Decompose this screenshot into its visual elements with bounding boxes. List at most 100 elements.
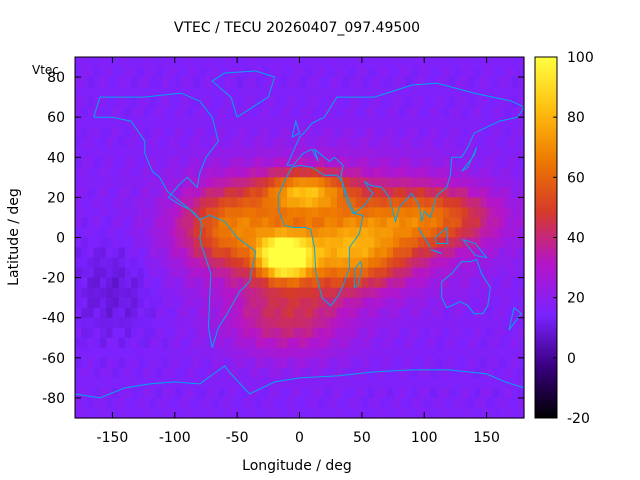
heat-cell bbox=[449, 147, 457, 158]
heat-cell bbox=[243, 307, 251, 319]
heat-cell bbox=[336, 57, 344, 68]
heat-cell bbox=[324, 357, 332, 369]
heat-cell bbox=[399, 127, 407, 138]
heat-cell bbox=[224, 347, 232, 359]
heat-cell bbox=[106, 267, 114, 279]
heat-cell bbox=[193, 387, 201, 399]
heat-cell bbox=[268, 187, 276, 198]
heat-cell bbox=[218, 377, 226, 389]
heat-cell bbox=[430, 327, 438, 339]
heat-cell bbox=[168, 207, 176, 219]
heat-cell bbox=[75, 117, 82, 128]
heat-cell bbox=[380, 137, 388, 148]
heat-cell bbox=[486, 367, 494, 379]
heat-cell bbox=[131, 107, 138, 118]
heat-cell bbox=[386, 237, 394, 249]
heat-cell bbox=[517, 87, 525, 98]
heat-cell bbox=[274, 267, 282, 279]
heat-cell bbox=[199, 187, 207, 198]
heat-cell bbox=[243, 97, 251, 108]
heat-cell bbox=[237, 257, 244, 269]
heat-cell bbox=[486, 217, 494, 229]
heat-cell bbox=[87, 287, 95, 299]
heat-cell bbox=[118, 257, 126, 269]
heat-cell bbox=[349, 97, 357, 108]
heat-cell bbox=[430, 387, 438, 399]
heat-cell bbox=[386, 97, 394, 108]
heat-cell bbox=[124, 377, 132, 389]
heat-cell bbox=[399, 217, 407, 229]
heat-cell bbox=[255, 267, 263, 279]
heat-cell bbox=[93, 217, 101, 229]
heat-cell bbox=[492, 357, 500, 369]
heat-cell bbox=[274, 327, 282, 339]
heat-cell bbox=[143, 317, 151, 329]
heat-cell bbox=[255, 227, 263, 239]
heat-cell bbox=[131, 277, 138, 289]
heat-cell bbox=[330, 287, 338, 299]
heat-cell bbox=[480, 177, 488, 188]
heat-cell bbox=[355, 337, 363, 349]
heat-cell bbox=[417, 387, 425, 399]
heat-cell bbox=[287, 257, 294, 269]
heat-cell bbox=[124, 307, 132, 319]
heat-cell bbox=[187, 387, 195, 399]
heat-cell bbox=[455, 207, 463, 219]
heat-cell bbox=[112, 187, 120, 198]
heat-cell bbox=[287, 367, 294, 379]
heat-cell bbox=[218, 257, 226, 269]
heat-cell bbox=[199, 407, 207, 419]
heat-cell bbox=[449, 177, 457, 188]
heat-cell bbox=[430, 297, 438, 309]
heat-cell bbox=[336, 367, 344, 379]
heat-cell bbox=[399, 207, 407, 219]
heat-cell bbox=[311, 327, 319, 339]
heat-cell bbox=[193, 267, 201, 279]
heat-cell bbox=[106, 227, 114, 239]
heat-cell bbox=[124, 197, 132, 209]
heat-cell bbox=[305, 57, 313, 68]
heat-cell bbox=[199, 97, 207, 108]
heat-cell bbox=[461, 107, 469, 118]
heat-cell bbox=[299, 157, 307, 168]
heat-cell bbox=[255, 217, 263, 229]
heat-cell bbox=[143, 327, 151, 339]
heat-cell bbox=[262, 357, 269, 369]
heat-cell bbox=[467, 127, 475, 138]
heat-cell bbox=[93, 387, 101, 399]
heat-cell bbox=[505, 217, 513, 229]
heat-cell bbox=[517, 277, 525, 289]
heat-cell bbox=[311, 97, 319, 108]
heat-cell bbox=[174, 257, 182, 269]
heat-cell bbox=[330, 207, 338, 219]
heat-cell bbox=[212, 77, 220, 88]
heat-cell bbox=[255, 167, 263, 178]
heat-cell bbox=[193, 297, 201, 309]
heat-cell bbox=[399, 307, 407, 319]
heat-cell bbox=[411, 167, 419, 178]
heat-cell bbox=[436, 77, 444, 88]
heat-cell bbox=[324, 87, 332, 98]
heat-cell bbox=[499, 267, 506, 279]
heat-cell bbox=[368, 187, 375, 198]
heat-cell bbox=[424, 107, 432, 118]
heat-cell bbox=[311, 67, 319, 78]
heat-cell bbox=[131, 297, 138, 309]
heat-cell bbox=[75, 147, 82, 158]
heat-cell bbox=[274, 377, 282, 389]
heat-cell bbox=[205, 317, 213, 329]
heat-cell bbox=[517, 267, 525, 279]
heat-cell bbox=[393, 257, 400, 269]
heat-cell bbox=[280, 407, 288, 419]
heat-cell bbox=[417, 137, 425, 148]
heat-cell bbox=[205, 167, 213, 178]
heat-cell bbox=[106, 387, 114, 399]
heat-cell bbox=[399, 167, 407, 178]
heat-cell bbox=[405, 277, 413, 289]
heat-cell bbox=[474, 77, 481, 88]
heat-cell bbox=[361, 307, 369, 319]
coastline-segment bbox=[291, 119, 301, 138]
heat-cell bbox=[106, 277, 114, 289]
heat-cell bbox=[75, 387, 82, 399]
heat-cell bbox=[287, 327, 294, 339]
